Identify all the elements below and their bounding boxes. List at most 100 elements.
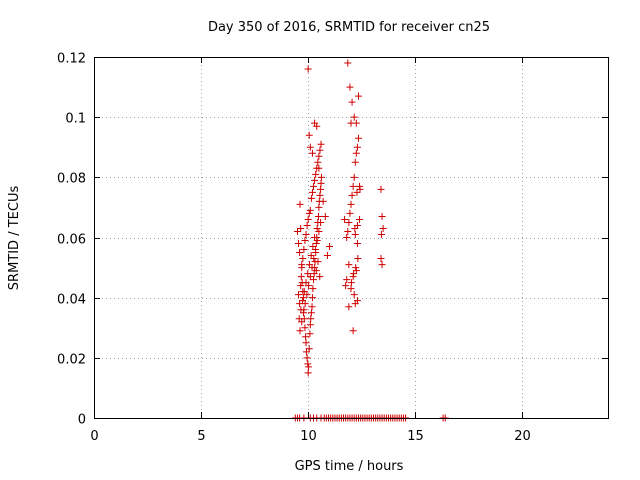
data-point	[354, 92, 362, 100]
data-point	[351, 230, 359, 238]
data-point	[305, 209, 313, 217]
data-point	[301, 237, 309, 245]
data-point	[345, 303, 353, 311]
data-point	[317, 185, 325, 193]
data-point	[351, 224, 359, 232]
data-point	[353, 240, 361, 248]
data-point	[317, 173, 325, 181]
data-point	[306, 273, 314, 281]
data-point	[315, 203, 323, 211]
data-point	[299, 294, 307, 302]
data-point	[305, 363, 313, 371]
data-point	[310, 276, 318, 284]
data-point	[305, 345, 313, 353]
data-point	[344, 227, 352, 235]
data-point	[312, 267, 320, 275]
data-point	[350, 173, 358, 181]
axes: 0 5 10 15 20 0 0.02 0.04 0.06 0.08 0.1 0.12	[57, 52, 609, 444]
data-point	[356, 185, 364, 193]
data-point	[311, 176, 319, 184]
data-point	[379, 224, 387, 232]
data-point	[317, 140, 325, 148]
y-tick-label: 0.06	[57, 233, 86, 248]
data-point	[346, 83, 354, 91]
data-point	[348, 191, 356, 199]
data-point	[319, 197, 327, 205]
data-point	[317, 218, 325, 226]
data-point	[315, 227, 323, 235]
data-point	[316, 273, 324, 281]
data-point	[352, 149, 360, 157]
y-tick-label: 0.02	[57, 353, 86, 368]
data-point	[352, 264, 360, 272]
data-point	[316, 146, 324, 154]
data-point	[304, 369, 312, 377]
data-point	[354, 255, 362, 263]
data-point	[346, 209, 354, 217]
data-point	[299, 255, 307, 263]
data-point	[341, 215, 349, 223]
data-point	[354, 134, 362, 142]
data-point	[309, 285, 317, 293]
data-point	[316, 191, 324, 199]
data-point	[347, 119, 355, 127]
data-point	[310, 255, 318, 263]
data-point	[349, 273, 357, 281]
y-tick-label: 0.04	[57, 293, 86, 308]
data-point	[323, 252, 331, 260]
x-tick-label: 10	[300, 429, 317, 444]
plot-frame	[94, 57, 609, 419]
data-point	[299, 309, 307, 317]
y-tick-label: 0.1	[65, 112, 86, 127]
y-axis-label: SRMTID / TECUs	[7, 186, 22, 291]
data-markers	[291, 59, 449, 422]
data-point	[343, 234, 351, 241]
data-point	[308, 264, 316, 272]
data-point	[313, 224, 321, 232]
data-point	[314, 258, 322, 266]
data-point	[307, 309, 315, 317]
data-point	[308, 294, 316, 302]
data-point	[315, 164, 323, 172]
data-point	[347, 279, 355, 287]
data-point	[312, 170, 320, 178]
data-point	[303, 221, 311, 229]
data-point	[377, 255, 385, 263]
data-point	[347, 200, 355, 208]
data-point	[296, 249, 304, 257]
data-point	[300, 246, 308, 254]
x-tick-label: 5	[197, 429, 205, 444]
data-point	[317, 179, 325, 187]
data-point	[301, 300, 309, 308]
x-tick-label: 15	[407, 429, 424, 444]
data-point	[302, 339, 310, 347]
data-point	[301, 324, 309, 332]
grid-lines	[94, 57, 608, 418]
data-point	[296, 327, 304, 335]
data-point	[308, 188, 316, 196]
data-point	[312, 240, 320, 248]
chart-title: Day 350 of 2016, SRMTID for receiver cn2…	[208, 20, 490, 35]
data-point	[304, 65, 312, 73]
data-point	[377, 185, 385, 193]
data-point	[345, 261, 353, 269]
data-point	[353, 188, 361, 196]
data-point	[305, 282, 313, 290]
data-point	[314, 212, 322, 220]
data-point	[353, 143, 361, 151]
data-point	[304, 215, 312, 223]
data-point	[347, 285, 355, 293]
data-point	[349, 182, 357, 190]
data-point	[315, 152, 323, 160]
data-point	[297, 224, 305, 232]
data-point	[303, 354, 311, 362]
data-point	[306, 330, 314, 338]
data-point	[303, 291, 311, 299]
data-point	[302, 230, 310, 238]
data-point	[305, 131, 313, 139]
data-point	[351, 158, 359, 166]
data-point	[295, 291, 303, 299]
data-point	[349, 327, 357, 335]
y-tick-label: 0	[78, 413, 86, 428]
